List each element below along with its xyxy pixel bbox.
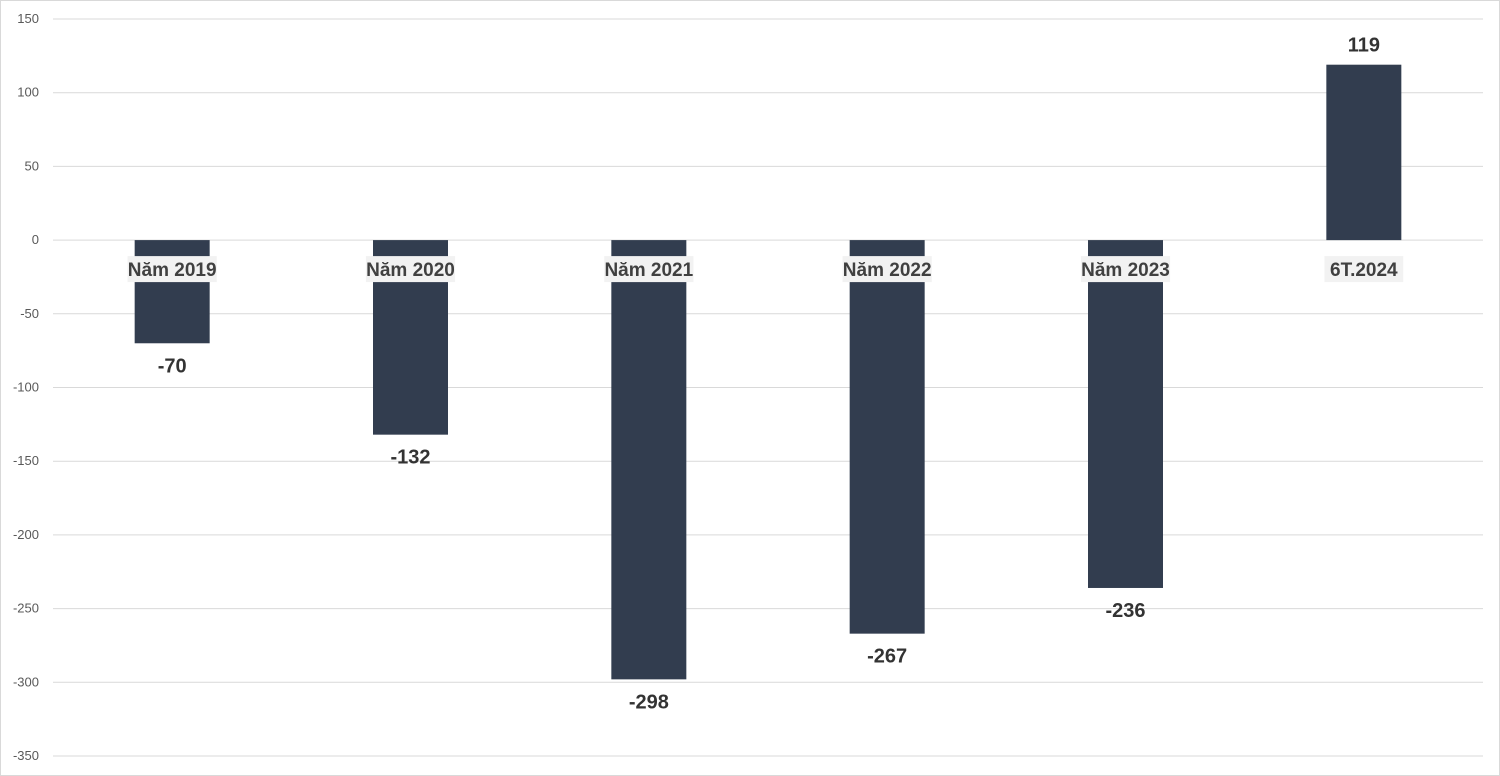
category-label: Năm 2020 bbox=[366, 260, 455, 281]
category-label-background bbox=[1324, 256, 1404, 283]
y-tick-label: 0 bbox=[32, 232, 39, 247]
gridlines bbox=[53, 18, 1483, 757]
y-axis-ticks: 150 100 50 0 -50 -100 -150 -200 -250 -300 -350 bbox=[13, 11, 39, 763]
data-label: -236 bbox=[1105, 600, 1145, 622]
data-label: -298 bbox=[629, 691, 669, 713]
value-labels: -70 -132 -298 -267 -236 119 bbox=[158, 35, 1380, 714]
y-tick-label: 50 bbox=[25, 158, 39, 173]
category-label-group: Năm 2022 bbox=[842, 256, 932, 283]
category-label: 6T.2024 bbox=[1330, 260, 1398, 281]
category-label-background bbox=[842, 256, 932, 283]
category-label-group: 6T.2024 bbox=[1324, 256, 1404, 283]
y-tick-label: 100 bbox=[17, 85, 39, 100]
category-label-group: Năm 2023 bbox=[1080, 256, 1171, 283]
category-label-group: Năm 2019 bbox=[127, 256, 217, 283]
bar bbox=[1088, 240, 1163, 588]
y-tick-label: 150 bbox=[17, 11, 39, 26]
y-tick-label: -300 bbox=[13, 674, 39, 689]
category-label: Năm 2023 bbox=[1081, 260, 1170, 281]
category-label: Năm 2021 bbox=[604, 260, 693, 281]
bars bbox=[134, 64, 1402, 680]
data-label: -132 bbox=[390, 447, 430, 469]
category-label-group: Năm 2021 bbox=[604, 256, 694, 283]
data-label: 119 bbox=[1348, 35, 1380, 57]
bar bbox=[611, 240, 687, 680]
category-label-group: Năm 2020 bbox=[365, 256, 456, 283]
category-label: Năm 2019 bbox=[128, 260, 217, 281]
category-label-background bbox=[127, 256, 217, 283]
y-tick-label: -50 bbox=[20, 306, 39, 321]
bar bbox=[849, 240, 925, 634]
category-labels: Năm 2019 Năm 2020 Năm 2021 Năm 2022 Năm 2023… bbox=[127, 256, 1404, 283]
data-label: -70 bbox=[158, 355, 187, 377]
data-label: -267 bbox=[867, 646, 907, 668]
y-tick-label: -150 bbox=[13, 453, 39, 468]
category-label-background bbox=[1080, 256, 1171, 283]
category-label-background bbox=[604, 256, 694, 283]
y-tick-label: -100 bbox=[13, 380, 39, 395]
bar bbox=[134, 240, 210, 344]
category-label: Năm 2022 bbox=[843, 260, 932, 281]
bar bbox=[1326, 64, 1402, 241]
y-tick-label: -250 bbox=[13, 601, 39, 616]
y-tick-label: -200 bbox=[13, 527, 39, 542]
y-tick-label: -350 bbox=[13, 748, 39, 763]
category-label-background bbox=[365, 256, 456, 283]
